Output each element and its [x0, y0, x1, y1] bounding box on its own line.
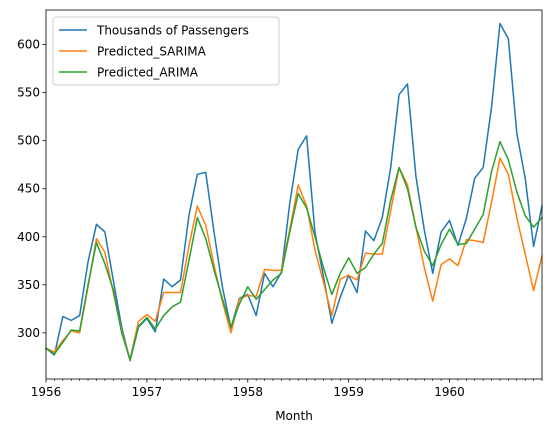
- y-tick-label: 600: [17, 38, 40, 52]
- series-line-2: [44, 140, 544, 361]
- y-tick-label: 550: [17, 86, 40, 100]
- legend-label-1: Predicted_SARIMA: [97, 45, 207, 59]
- y-tick-label: 450: [17, 182, 40, 196]
- x-axis-label: Month: [275, 409, 313, 423]
- y-tick-label: 350: [17, 278, 40, 292]
- x-tick-label: 1960: [434, 385, 465, 399]
- x-tick-label: 1959: [333, 385, 364, 399]
- legend-label-0: Thousands of Passengers: [96, 24, 249, 38]
- plot-frame: [45, 9, 543, 380]
- y-axis-ticks: 300 350 400 450 500 550 600: [17, 38, 46, 340]
- y-tick-label: 500: [17, 134, 40, 148]
- y-tick-label: 400: [17, 230, 40, 244]
- x-tick-label: 1957: [132, 385, 163, 399]
- series-layer: [44, 22, 544, 362]
- x-tick-label: 1958: [232, 385, 263, 399]
- legend: Thousands of Passengers Predicted_SARIMA P…: [52, 16, 280, 86]
- legend-label-2: Predicted_ARIMA: [97, 66, 199, 80]
- x-axis-ticks: 1956 1957 1958 1959 1960: [31, 379, 543, 399]
- y-tick-label: 300: [17, 326, 40, 340]
- x-tick-label: 1956: [31, 385, 62, 399]
- legend-box: [52, 16, 280, 86]
